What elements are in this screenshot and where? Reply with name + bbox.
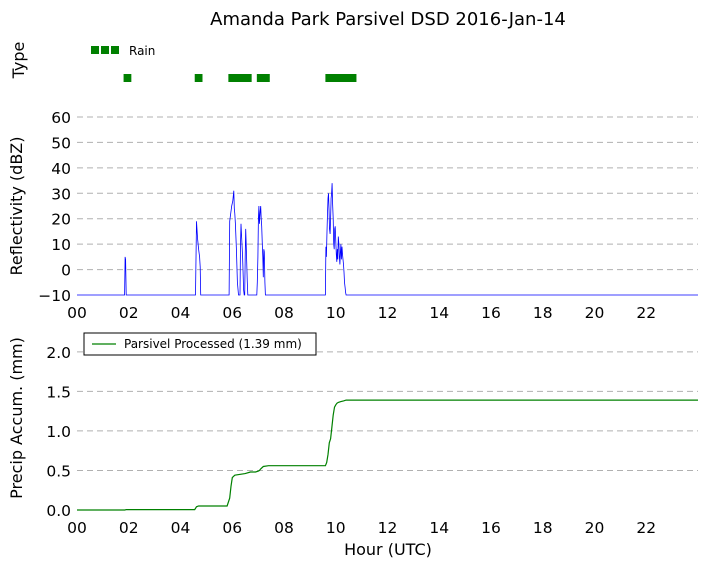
reflectivity-y-tick-label: 60 bbox=[51, 109, 71, 127]
reflectivity-y-tick-label: 40 bbox=[51, 160, 71, 178]
accumulation-x-tick-label: 06 bbox=[222, 519, 242, 537]
reflectivity-panel: Reflectivity (dBZ) −10 0 10 20 30 40 50 60 00 02… bbox=[7, 109, 698, 322]
rain-type-mark bbox=[228, 74, 252, 82]
reflectivity-grid bbox=[77, 116, 698, 271]
reflectivity-x-tick-label: 00 bbox=[67, 304, 87, 322]
accumulation-panel: Precip Accum. (mm) 0.00.51.01.52.0 00 02 0… bbox=[7, 332, 698, 559]
accumulation-y-tick-label: 1.5 bbox=[46, 383, 71, 401]
accumulation-x-tick-label: 04 bbox=[171, 519, 191, 537]
x-axis-label: Hour (UTC) bbox=[344, 540, 432, 559]
accumulation-x-tick-label: 10 bbox=[326, 519, 346, 537]
accumulation-x-tick-label: 20 bbox=[585, 519, 605, 537]
accumulation-x-tick-label: 08 bbox=[274, 519, 294, 537]
accumulation-x-tick-label: 14 bbox=[429, 519, 449, 537]
chart-title: Amanda Park Parsivel DSD 2016-Jan-14 bbox=[210, 9, 566, 30]
type-marks bbox=[123, 74, 357, 82]
legend-rain-marker bbox=[101, 46, 109, 54]
accumulation-y-tick-label: 0.5 bbox=[46, 462, 71, 480]
reflectivity-x-tick-label: 18 bbox=[533, 304, 553, 322]
reflectivity-x-tick-label: 12 bbox=[378, 304, 398, 322]
reflectivity-x-tick-label: 16 bbox=[481, 304, 501, 322]
accumulation-x-tick-label: 22 bbox=[636, 519, 656, 537]
reflectivity-x-tick-label: 08 bbox=[274, 304, 294, 322]
rain-type-mark bbox=[194, 74, 203, 82]
accumulation-x-tick-label: 00 bbox=[67, 519, 87, 537]
legend-label: Parsivel Processed (1.39 mm) bbox=[124, 337, 302, 351]
rain-type-mark bbox=[256, 74, 270, 82]
accumulation-y-tick-label: 0.0 bbox=[46, 502, 71, 520]
legend-rain-label: Rain bbox=[129, 44, 155, 58]
reflectivity-x-tick-label: 06 bbox=[222, 304, 242, 322]
reflectivity-x-tick-label: 04 bbox=[171, 304, 191, 322]
reflectivity-y-tick-label: 0 bbox=[61, 262, 71, 280]
type-legend: Rain bbox=[91, 44, 155, 58]
reflectivity-y-tick-label: 30 bbox=[51, 185, 71, 203]
legend-rain-marker bbox=[111, 46, 119, 54]
accumulation-x-tick-label: 12 bbox=[378, 519, 398, 537]
accumulation-axis-label: Precip Accum. (mm) bbox=[7, 337, 26, 499]
accumulation-y-ticks: 0.0 0.5 1.0 1.5 2.0 bbox=[46, 344, 71, 520]
type-axis-label: Type bbox=[9, 42, 28, 80]
legend-box bbox=[83, 332, 317, 356]
accumulation-x-ticks: 00 02 04 06 08 10 12 14 16 18 20 22 bbox=[67, 519, 656, 537]
reflectivity-y-tick-label: 10 bbox=[51, 236, 71, 254]
accumulation-y-tick-label: 1.0 bbox=[46, 423, 71, 441]
accumulation-y-tick-label: 2.0 bbox=[46, 344, 71, 362]
type-panel: Type Rain bbox=[9, 42, 357, 82]
reflectivity-x-ticks: 00 02 04 06 08 10 12 14 16 18 20 22 bbox=[67, 304, 656, 322]
accumulation-grid bbox=[77, 351, 698, 471]
reflectivity-axis-label: Reflectivity (dBZ) bbox=[7, 137, 26, 276]
reflectivity-x-tick-label: 22 bbox=[636, 304, 656, 322]
rain-type-mark bbox=[325, 74, 357, 82]
accumulation-series-line bbox=[77, 399, 698, 511]
reflectivity-series-line bbox=[77, 183, 698, 296]
rain-type-mark bbox=[123, 74, 132, 82]
accumulation-legend: Parsivel Processed (1.39 mm) bbox=[83, 332, 317, 356]
reflectivity-y-tick-label: −10 bbox=[38, 287, 71, 305]
reflectivity-x-tick-label: 02 bbox=[119, 304, 139, 322]
accumulation-x-tick-label: 02 bbox=[119, 519, 139, 537]
reflectivity-y-ticks: −10 0 10 20 30 40 50 60 bbox=[38, 109, 71, 305]
reflectivity-x-tick-label: 14 bbox=[429, 304, 449, 322]
accumulation-x-tick-label: 18 bbox=[533, 519, 553, 537]
accumulation-x-tick-label: 16 bbox=[481, 519, 501, 537]
legend-rain-marker bbox=[91, 46, 99, 54]
reflectivity-x-tick-label: 20 bbox=[585, 304, 605, 322]
reflectivity-y-tick-label: 20 bbox=[51, 211, 71, 229]
reflectivity-y-tick-label: 50 bbox=[51, 134, 71, 152]
reflectivity-x-tick-label: 10 bbox=[326, 304, 346, 322]
